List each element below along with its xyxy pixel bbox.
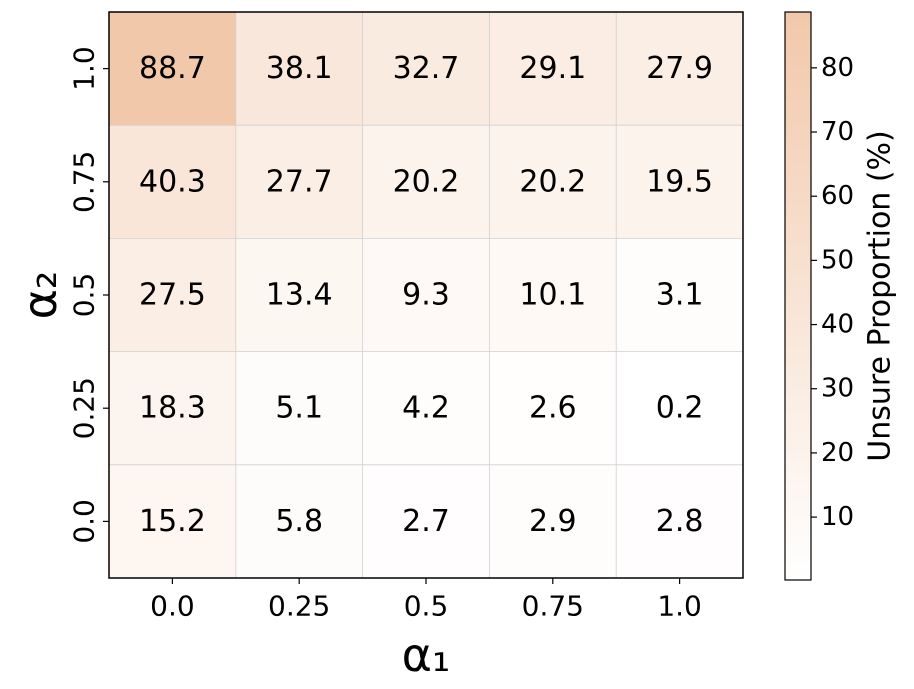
heatmap-cell [616,464,743,578]
colorbar-tick-label: 30 [821,374,854,404]
colorbar-tick-label: 60 [821,181,854,211]
y-tick-label: 0.75 [68,151,101,213]
heatmap-cell [616,125,743,239]
cell-label: 2.7 [402,504,450,539]
x-tick-label: 0.75 [522,590,584,623]
colorbar-tick-label: 40 [821,310,854,340]
colorbar-tick-label: 50 [821,245,854,275]
colorbar-tick-label: 80 [821,53,854,83]
heatmap-cell [362,238,490,352]
x-tick-label: 1.0 [657,590,702,623]
cell-label: 40.3 [139,164,206,199]
colorbar-tick-label: 20 [821,438,854,468]
y-tick-label: 0.0 [68,499,101,544]
heatmap-cell [362,351,490,465]
heatmap-cell [109,12,236,126]
cell-label: 2.9 [529,504,577,539]
cell-label: 20.2 [519,164,586,199]
heatmap-cell [235,12,363,126]
heatmap-cell [489,12,617,126]
colorbar [784,11,812,581]
colorbar-label: Unsure Proportion (%) [863,130,898,462]
x-tick-label: 0.25 [268,590,330,623]
cell-label: 13.4 [266,278,333,313]
cell-label: 38.1 [266,51,333,86]
x-tick-label: 0.5 [404,590,449,623]
x-axis-label: α₁ [402,628,451,682]
y-tick-label: 0.25 [68,377,101,439]
y-tick-label: 1.0 [68,46,101,91]
cell-label: 3.1 [656,278,704,313]
cell-label: 27.7 [266,164,333,199]
cell-label: 20.2 [393,164,460,199]
cell-label: 88.7 [139,51,206,86]
heatmap-cell [362,464,490,578]
heatmap-cell [109,351,236,465]
cell-label: 19.5 [646,164,713,199]
cell-label: 15.2 [139,504,206,539]
heatmap-cell [616,351,743,465]
heatmap-cell [235,351,363,465]
heatmap-cell [362,125,490,239]
colorbar-tick-label: 70 [821,117,854,147]
cell-label: 4.2 [402,391,450,426]
heatmap-cell [616,238,743,352]
cell-label: 0.2 [656,391,704,426]
cell-label: 27.5 [139,278,206,313]
cell-label: 9.3 [402,278,450,313]
cell-label: 2.8 [656,504,704,539]
y-axis-label: α₂ [13,271,67,320]
heatmap-cell [109,464,236,578]
heatmap-cell [235,125,363,239]
x-tick-label: 0.0 [150,590,195,623]
cell-label: 10.1 [519,278,586,313]
cell-label: 27.9 [646,51,713,86]
heatmap-cell [235,464,363,578]
heatmap-cell [489,351,617,465]
heatmap-cell [489,125,617,239]
cell-label: 5.1 [275,391,323,426]
cell-label: 2.6 [529,391,577,426]
heatmap-cell [109,125,236,239]
y-tick-label: 0.5 [68,273,101,318]
cell-label: 18.3 [139,391,206,426]
heatmap-cell [616,12,743,126]
heatmap-cell [489,238,617,352]
cell-label: 29.1 [519,51,586,86]
heatmap-cell [235,238,363,352]
cell-label: 5.8 [275,504,323,539]
colorbar-tick-label: 10 [821,502,854,532]
heatmap-cell [489,464,617,578]
cell-label: 32.7 [393,51,460,86]
heatmap-cell [362,12,490,126]
heatmap-cell [109,238,236,352]
